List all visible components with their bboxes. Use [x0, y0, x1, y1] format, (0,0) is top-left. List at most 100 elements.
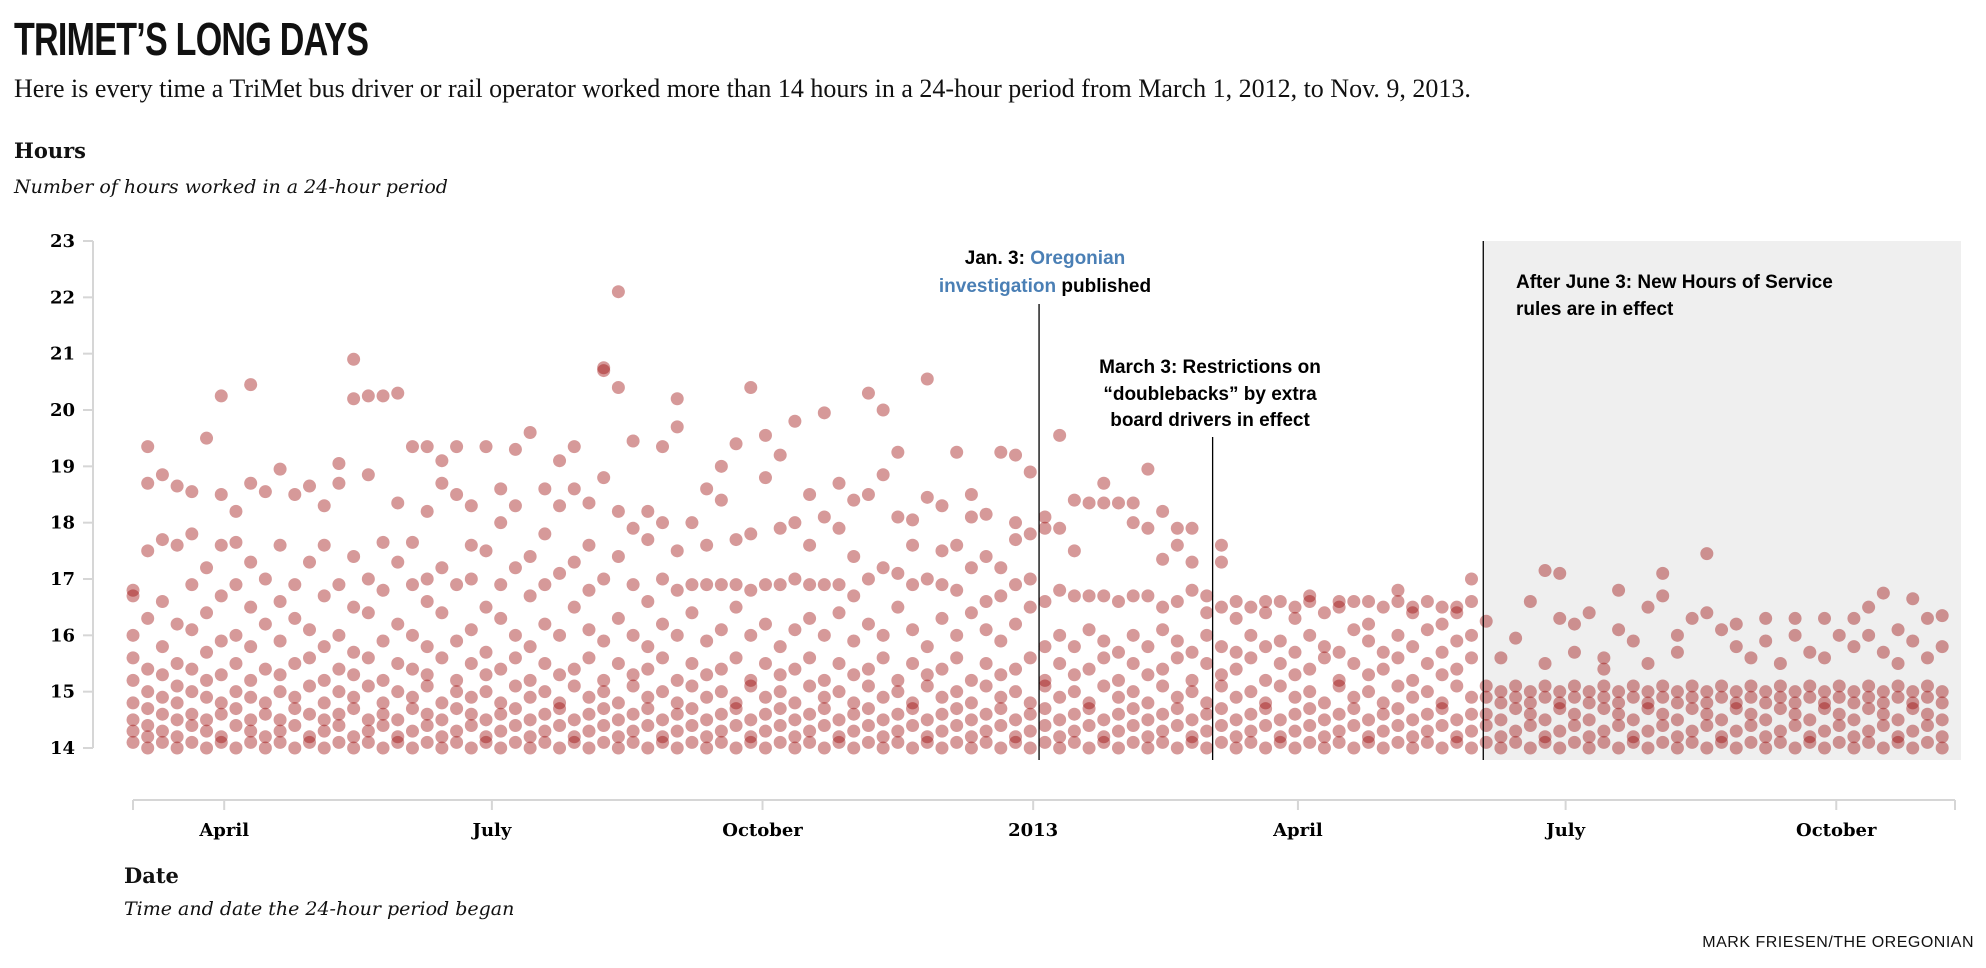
data-point: [597, 364, 611, 378]
data-point: [1303, 595, 1317, 609]
data-point: [964, 713, 978, 727]
data-point: [670, 741, 684, 755]
data-point: [1494, 713, 1508, 727]
data-point: [376, 741, 390, 755]
data-point: [1067, 724, 1081, 738]
data-point: [626, 735, 640, 749]
data-point: [935, 690, 949, 704]
data-point: [994, 668, 1008, 682]
data-point: [1214, 640, 1228, 654]
data-point: [435, 606, 449, 620]
data-point: [464, 707, 478, 721]
data-point: [1876, 707, 1890, 721]
data-point: [1141, 521, 1155, 535]
data-point: [1435, 696, 1449, 710]
data-point: [1347, 741, 1361, 755]
data-point: [847, 589, 861, 603]
data-point: [1406, 741, 1420, 755]
data-point: [1862, 628, 1876, 642]
data-point: [435, 651, 449, 665]
data-point: [1170, 702, 1184, 716]
data-point: [405, 535, 419, 549]
data-point: [361, 606, 375, 620]
data-point: [1715, 735, 1729, 749]
data-point: [803, 707, 817, 721]
data-point: [479, 544, 493, 558]
data-point: [464, 741, 478, 755]
data-point: [303, 555, 317, 569]
data-point: [435, 561, 449, 575]
data-point: [450, 735, 464, 749]
data-point: [141, 730, 155, 744]
data-point: [1597, 651, 1611, 665]
data-point: [1641, 702, 1655, 716]
data-point: [1082, 496, 1096, 510]
data-point: [906, 696, 920, 710]
data-point: [229, 657, 243, 670]
data-point: [803, 611, 817, 625]
data-point: [700, 578, 714, 592]
data-point: [1715, 623, 1729, 637]
data-point: [479, 735, 493, 749]
credit: MARK FRIESEN/THE OREGONIAN: [1702, 934, 1974, 951]
data-point: [126, 589, 140, 603]
data-point: [1700, 741, 1714, 755]
data-point: [258, 707, 272, 721]
data-point: [1788, 628, 1802, 642]
data-point: [1097, 735, 1111, 749]
data-point: [685, 657, 699, 670]
data-point: [1126, 718, 1140, 732]
data-point: [141, 718, 155, 732]
data-point: [391, 685, 405, 699]
data-point: [1200, 741, 1214, 755]
data-point: [1185, 730, 1199, 744]
data-point: [1876, 696, 1890, 710]
investigation-link[interactable]: investigation: [939, 276, 1056, 297]
annotation-jun3-line2: rules are in effect: [1516, 299, 1674, 320]
x-axis-title: Date: [124, 863, 179, 888]
data-point: [1317, 696, 1331, 710]
data-point: [317, 640, 331, 654]
data-point: [347, 600, 361, 614]
data-point: [141, 544, 155, 558]
data-point: [950, 445, 964, 459]
y-tick-label: 15: [50, 682, 75, 703]
data-point: [891, 735, 905, 749]
data-point: [1097, 476, 1111, 490]
data-point: [935, 741, 949, 755]
data-point: [714, 578, 728, 592]
data-point: [317, 589, 331, 603]
data-point: [479, 685, 493, 699]
data-point: [1170, 595, 1184, 609]
data-point: [803, 538, 817, 552]
oregonian-link[interactable]: Oregonian: [1030, 248, 1125, 269]
data-point: [155, 533, 169, 547]
data-point: [803, 679, 817, 693]
data-point: [420, 679, 434, 693]
data-point: [1891, 690, 1905, 704]
data-point: [817, 510, 831, 524]
data-point: [1288, 645, 1302, 659]
data-point: [273, 735, 287, 749]
data-point: [788, 696, 802, 710]
data-point: [832, 578, 846, 592]
data-point: [141, 476, 155, 490]
data-point: [1832, 718, 1846, 732]
data-point: [1553, 685, 1567, 699]
data-point: [1362, 713, 1376, 727]
data-point: [538, 617, 552, 631]
data-point: [347, 730, 361, 744]
data-point: [994, 690, 1008, 704]
data-point: [1347, 718, 1361, 732]
annotations: Jan. 3: Oregonian investigation publishe…: [939, 241, 1833, 760]
data-point: [332, 718, 346, 732]
data-point: [479, 713, 493, 727]
data-point: [1273, 595, 1287, 609]
data-point: [641, 718, 655, 732]
data-point: [1803, 690, 1817, 704]
data-point: [1376, 724, 1390, 738]
data-point: [670, 696, 684, 710]
data-point: [744, 730, 758, 744]
data-point: [361, 724, 375, 738]
data-point: [1185, 645, 1199, 659]
